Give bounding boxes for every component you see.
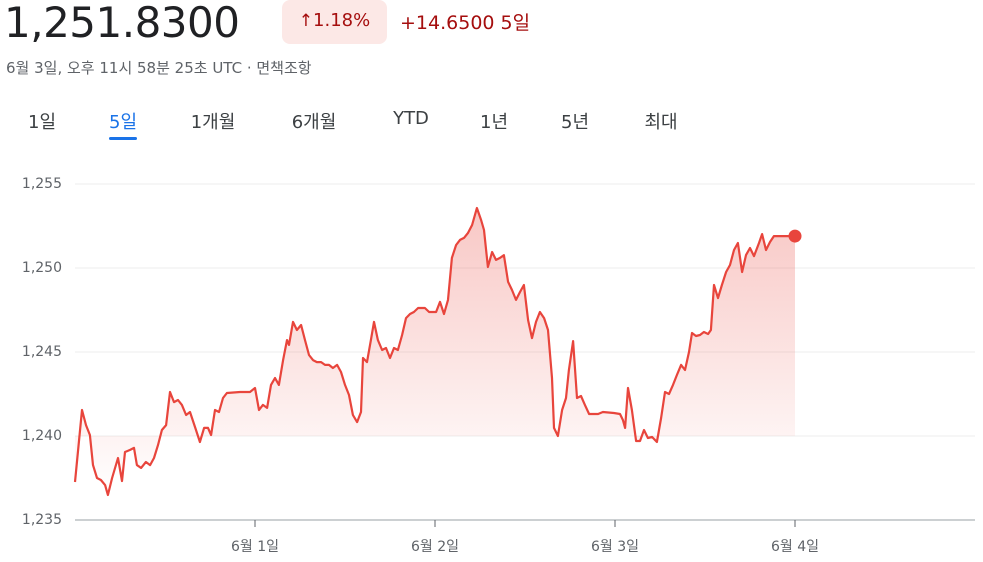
range-tab[interactable]: 1년 [479, 112, 509, 133]
x-tick-label: 6월 2일 [411, 539, 459, 555]
change-percent: 1.18% [313, 10, 371, 31]
last-point [788, 229, 802, 243]
y-tick-label: 1,255 [22, 176, 62, 192]
range-tab[interactable]: 5일 [108, 108, 138, 140]
timestamp-line: 6월 3일, 오후 11시 58분 25초 UTC · 면책조항 [6, 59, 312, 77]
change: +14.6500 5일 [400, 8, 530, 35]
range-tab[interactable]: 1개월 [190, 112, 236, 133]
x-tick-label: 6월 3일 [591, 539, 639, 555]
y-tick-label: 1,235 [22, 512, 62, 528]
area [75, 208, 795, 495]
x-tick-label: 6월 4일 [771, 539, 819, 555]
x-tick-label: 6월 1일 [231, 539, 279, 555]
disclaimer-link[interactable]: 면책조항 [256, 59, 312, 77]
y-tick-label: 1,245 [22, 344, 62, 360]
range-tab[interactable]: 6개월 [291, 112, 337, 133]
y-tick-label: 1,240 [22, 428, 62, 444]
timestamp: 6월 3일, 오후 11시 58분 25초 UTC [6, 59, 243, 77]
line [73, 206, 795, 497]
range-tab[interactable]: 5년 [560, 112, 590, 133]
range-tab[interactable]: 1일 [27, 112, 57, 133]
range-tab[interactable]: YTD [393, 108, 429, 129]
y-tick-label: 1,250 [22, 260, 62, 276]
range-tab[interactable]: 최대 [644, 112, 678, 133]
change-percent-badge: ↑1.18% [282, 0, 387, 44]
change-value: +14.6500 [400, 12, 495, 34]
price: 1,251.8300 [4, 0, 240, 47]
change-period: 5일 [500, 12, 531, 34]
